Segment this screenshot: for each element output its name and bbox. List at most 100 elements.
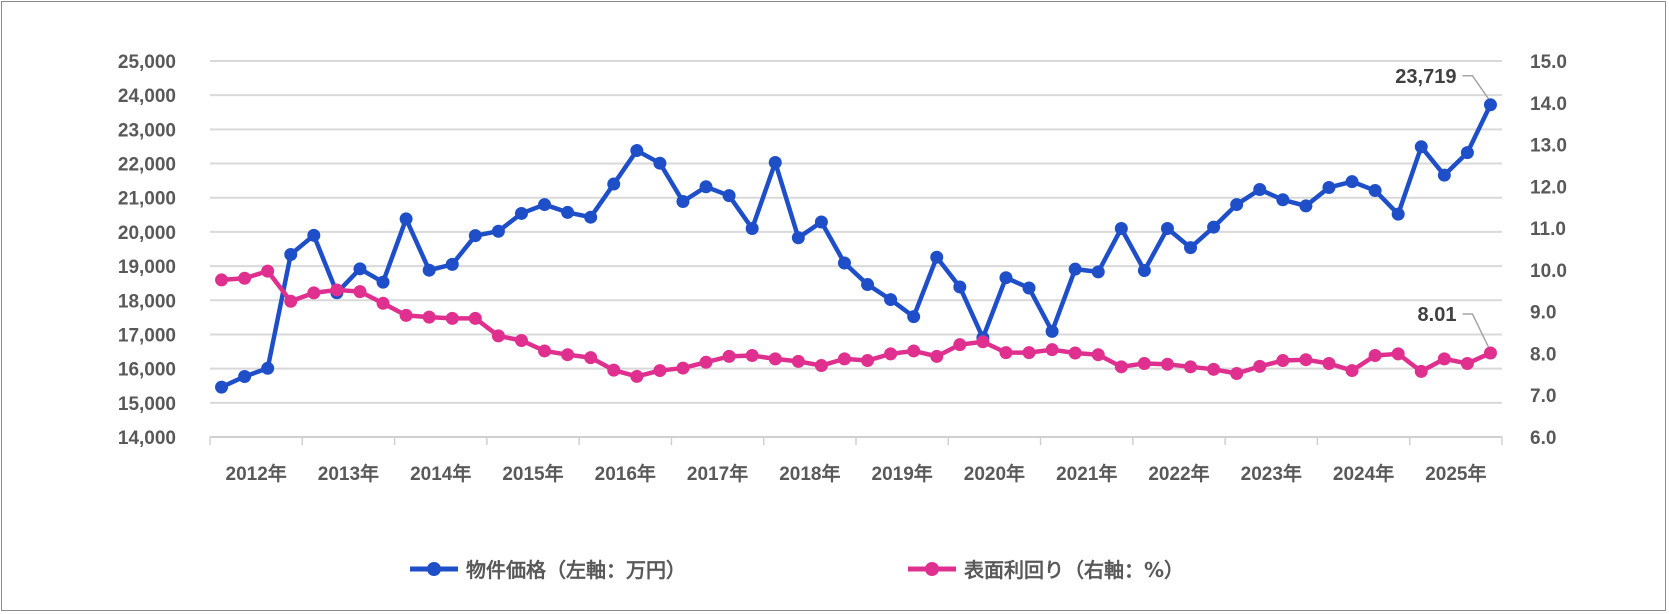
data-point-yield [261,264,275,278]
data-point-price [238,369,252,383]
data-point-price [861,278,875,292]
data-point-price [999,271,1013,285]
data-point-yield [1299,353,1313,367]
data-point-yield [1137,356,1151,370]
x-axis-tick-label: 2022年 [1148,462,1209,485]
data-point-price [1091,265,1105,279]
data-point-yield [376,296,390,310]
data-point-price [745,221,759,235]
data-point-yield [607,363,621,377]
data-point-yield [1276,354,1290,368]
data-point-yield [215,273,229,287]
data-point-price [814,215,828,229]
legend-item-price[interactable]: 物件価格（左軸：万円） [410,558,686,582]
data-point-yield [284,294,298,308]
data-point-yield [930,349,944,363]
x-axis-tick-label: 2014年 [410,462,471,485]
data-point-yield [1230,366,1244,380]
data-point-price [353,262,367,276]
data-point-price [1437,168,1451,182]
legend-label-yield: 表面利回り（右軸：%） [964,558,1184,582]
data-point-yield [999,346,1013,360]
left-axis-tick-label: 19,000 [118,257,176,278]
data-point-price [307,228,321,242]
data-point-yield [399,308,413,322]
x-axis-tick-label: 2019年 [872,462,933,485]
data-point-yield [1184,360,1198,374]
data-point-price [1068,262,1082,276]
x-axis-tick-label: 2016年 [595,462,656,485]
left-axis-tick-label: 24,000 [118,86,176,107]
data-labels: 23,719 8.01 [1395,66,1490,348]
data-point-yield [1483,346,1497,360]
data-point-yield [745,349,759,363]
data-point-yield [1207,362,1221,376]
right-axis-tick-label: 11.0 [1530,219,1566,240]
data-point-price [491,224,505,238]
data-point-price [1368,184,1382,198]
data-point-yield [561,348,575,362]
data-point-yield [538,344,552,358]
data-point-price [584,210,598,224]
data-point-price [1345,175,1359,189]
left-axis-tick-label: 23,000 [118,120,176,141]
data-point-yield [1022,346,1036,360]
data-point-price [630,144,644,158]
data-point-price [561,205,575,219]
data-point-yield [1160,357,1174,371]
data-point-yield [1437,352,1451,366]
right-axis-tick-label: 12.0 [1530,177,1567,198]
legend-marker-yield [925,562,939,576]
data-point-yield [491,329,505,343]
data-point-yield [1391,347,1405,361]
data-point-yield [768,352,782,366]
data-point-yield [1460,356,1474,370]
data-point-price [1460,146,1474,160]
right-axis-tick-label: 10.0 [1530,261,1567,282]
data-label-last-yield: 8.01 [1418,304,1457,326]
data-point-price [1391,207,1405,221]
data-point-price [514,206,528,220]
data-point-yield [837,352,851,366]
data-point-price [1045,324,1059,338]
x-axis-tick-label: 2018年 [779,462,840,485]
data-point-price [768,156,782,170]
data-point-price [1253,183,1267,197]
data-point-yield [630,369,644,383]
data-point-price [538,198,552,212]
right-axis-tick-label: 9.0 [1530,303,1556,324]
data-point-yield [953,338,967,352]
data-point-price [607,177,621,191]
data-point-price [1207,220,1221,234]
right-axis-tick-label: 13.0 [1530,136,1567,157]
data-point-yield [238,271,252,285]
data-point-yield [1414,364,1428,378]
x-axis-tick-label: 2012年 [226,462,287,485]
data-point-price [1414,140,1428,154]
data-point-price [699,180,713,194]
data-point-yield [1091,348,1105,362]
x-axis-tick-label: 2023年 [1241,462,1302,485]
right-axis-tick-label: 8.0 [1530,344,1556,365]
data-point-yield [791,354,805,368]
left-axis-tick-label: 22,000 [118,155,176,176]
data-point-yield [307,286,321,300]
gridlines [210,60,1502,438]
x-axis-tick-label: 2021年 [1056,462,1117,485]
data-point-price [1114,221,1128,235]
data-point-price [445,257,459,271]
data-point-price [884,293,898,307]
data-point-price [722,189,736,203]
data-point-yield [1322,356,1336,370]
left-axis-tick-label: 21,000 [118,189,176,210]
right-axis-tick-label: 15.0 [1530,52,1567,73]
data-point-yield [976,335,990,349]
right-axis-tick-label: 14.0 [1530,94,1567,115]
data-point-price [1322,180,1336,194]
data-point-price [1022,281,1036,295]
legend-item-yield[interactable]: 表面利回り（右軸：%） [908,558,1184,582]
data-point-price [1276,193,1290,207]
data-point-price [261,361,275,375]
data-point-price [1160,221,1174,235]
